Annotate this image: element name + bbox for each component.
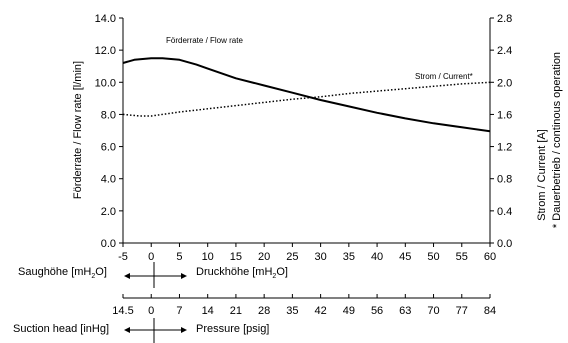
- series-layer: [122, 57, 491, 133]
- imperial-tick-label: 77: [456, 305, 468, 317]
- x-tick-label: 50: [427, 251, 439, 263]
- x-tick-label: 35: [343, 251, 355, 263]
- imperial-arrow-right-head: [181, 327, 187, 333]
- imperial-tick-label: 28: [258, 305, 270, 317]
- y-right-tick-label: 1.6: [497, 109, 512, 121]
- x-tick-label: 5: [176, 251, 182, 263]
- x-tick-label: 55: [456, 251, 468, 263]
- imperial-arrow-left-head: [124, 327, 130, 333]
- flow-rate-series-line: [122, 57, 491, 133]
- x-tick-label: 40: [371, 251, 383, 263]
- y-right-tick-label: 1.2: [497, 142, 512, 154]
- x-tick-label: 30: [314, 251, 326, 263]
- suction-head-metric-label: Saughöhe [mH2O]: [18, 266, 107, 280]
- y-left-tick-label: 6.0: [101, 142, 116, 154]
- y-left-tick-label: 2.0: [101, 206, 116, 218]
- y-right-tick-label: 2.4: [497, 45, 512, 57]
- x-tick-label: 0: [148, 251, 154, 263]
- x-tick-label: 20: [258, 251, 270, 263]
- imperial-tick-label: 70: [427, 305, 439, 317]
- plot-frame: [122, 18, 491, 244]
- imperial-tick-label: 14: [202, 305, 214, 317]
- x-tick-label: 25: [286, 251, 298, 263]
- y-right-tick-label: 0.8: [497, 174, 512, 186]
- metric-arrow-right-head: [181, 273, 187, 279]
- y-right-tick-label: 0.0: [497, 238, 512, 250]
- y-left-ticks: 0.0 2.0 4.0 6.0 8.0 10.0 12.0 14.0: [95, 13, 123, 250]
- y-left-tick-label: 14.0: [95, 13, 116, 25]
- imperial-tick-label: 35: [286, 305, 298, 317]
- y-left-tick-label: 12.0: [95, 45, 116, 57]
- metric-scale: Saughöhe [mH2O] Druckhöhe [mH2O]: [18, 262, 288, 288]
- x-tick-label: -5: [118, 251, 128, 263]
- imperial-tick-label: 49: [343, 305, 355, 317]
- y-right-tick-label: 2.0: [497, 77, 512, 89]
- y-left-tick-label: 10.0: [95, 77, 116, 89]
- imperial-scale: 14.5 0 7 14 21 28 35 42 49 56 63 70 77 84 Suction hea…: [13, 294, 496, 343]
- current-annotation: Strom / Current*: [415, 72, 473, 81]
- current-series-line: [122, 81, 491, 117]
- x-tick-label: 45: [399, 251, 411, 263]
- x-tick-label: 15: [230, 251, 242, 263]
- flow-rate-annotation: Förderrate / Flow rate: [166, 36, 243, 45]
- imperial-tick-label: 84: [484, 305, 496, 317]
- imperial-tick-label: 7: [176, 305, 182, 317]
- x-tick-label: 60: [484, 251, 496, 263]
- y-left-tick-label: 4.0: [101, 174, 116, 186]
- imperial-tick-label: 56: [371, 305, 383, 317]
- y-right-tick-label: 0.4: [497, 206, 512, 218]
- pressure-head-metric-label: Druckhöhe [mH2O]: [196, 266, 288, 280]
- x-tick-label: 10: [202, 251, 214, 263]
- imperial-tick-label: 42: [314, 305, 326, 317]
- y-left-tick-label: 0.0: [101, 238, 116, 250]
- y-right-ticks: 0.0 0.4 0.8 1.2 1.6 2.0 2.4 2.8: [490, 13, 512, 250]
- y-right-tick-label: 2.8: [497, 13, 512, 25]
- imperial-tick-label: 21: [230, 305, 242, 317]
- metric-arrow-left-head: [124, 273, 130, 279]
- y-right-axis-title: Strom / Current [A]: [536, 129, 548, 221]
- imperial-tick-label: 14.5: [112, 305, 133, 317]
- imperial-tick-label: 0: [148, 305, 154, 317]
- pressure-imperial-label: Pressure [psig]: [196, 323, 269, 335]
- y-right-axis-note: * Dauerbetrieb / continous operation: [551, 52, 563, 228]
- imperial-ticks: 14.5 0 7 14 21 28 35 42 49 56 63 70 77 84: [112, 294, 496, 317]
- y-left-axis-title: Förderrate / Flow rate [l/min]: [72, 61, 84, 199]
- y-left-tick-label: 8.0: [101, 109, 116, 121]
- x-axis-ticks: -5 0 5 10 15 20 25 30 35 40 45 50 55 60: [118, 243, 496, 263]
- imperial-tick-label: 63: [399, 305, 411, 317]
- suction-head-imperial-label: Suction head [inHg]: [13, 323, 109, 335]
